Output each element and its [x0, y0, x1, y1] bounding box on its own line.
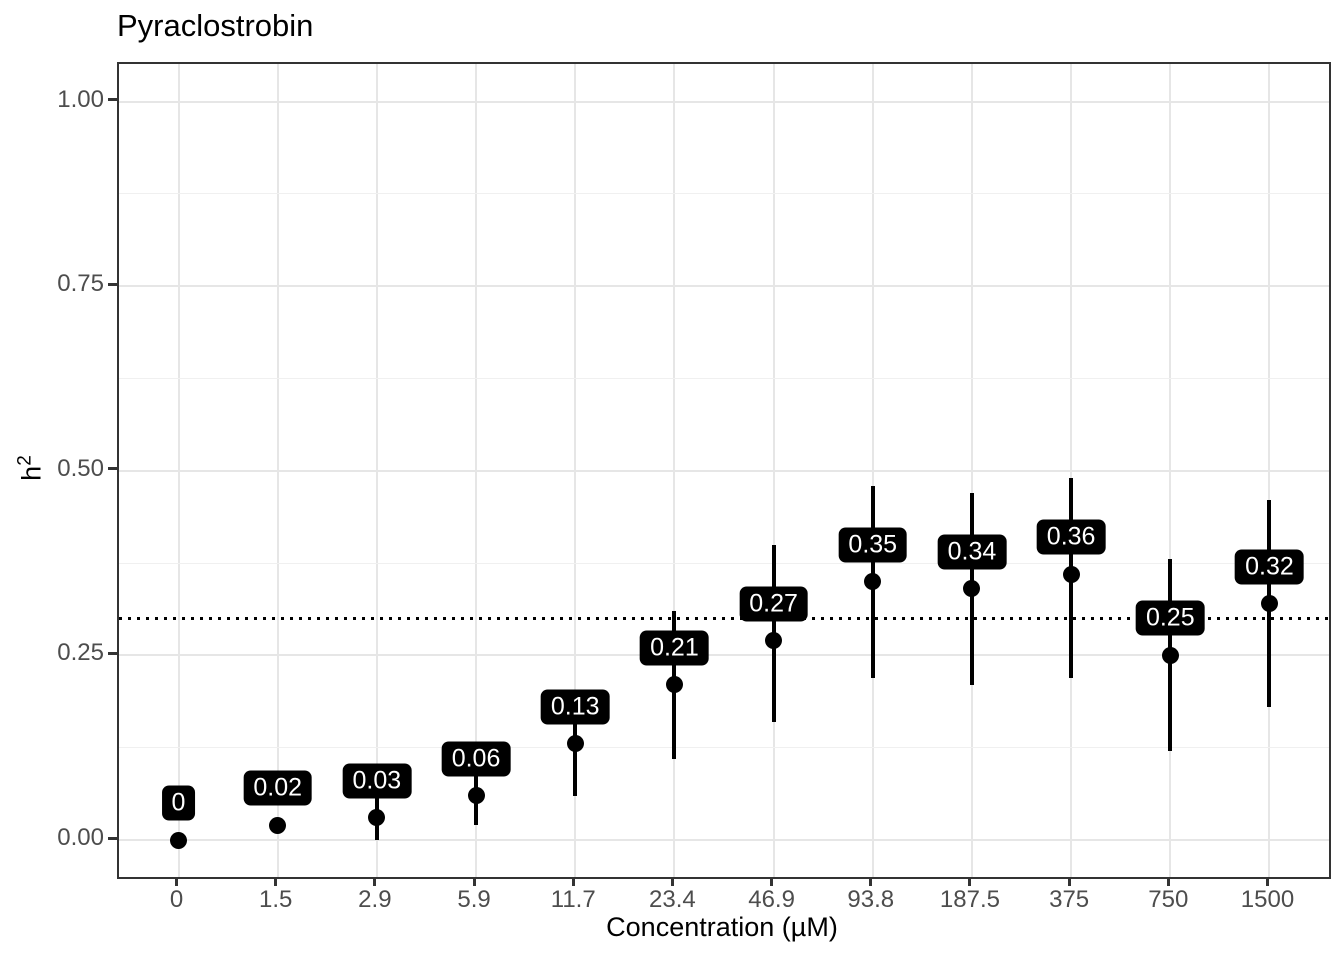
- data-point-label: 0.03: [342, 763, 412, 799]
- y-tick-label: 1.00: [57, 85, 104, 113]
- data-point-label: 0.35: [838, 527, 908, 563]
- y-tick-label: 0.00: [57, 824, 104, 851]
- data-point: [864, 573, 882, 591]
- grid-line-y-major: [119, 469, 1329, 472]
- data-point: [765, 632, 783, 650]
- x-tick: [274, 877, 278, 886]
- x-tick: [1067, 877, 1071, 886]
- grid-line-y-major: [119, 839, 1329, 841]
- x-tick-label: 46.9: [748, 886, 795, 913]
- x-axis-title: Concentration (µM): [606, 912, 838, 942]
- x-tick-label: 187.5: [939, 886, 1000, 913]
- data-point-label: 0.36: [1036, 519, 1106, 555]
- data-point: [1062, 565, 1080, 583]
- data-point: [467, 787, 485, 805]
- plot-panel: 0 0.02 0.03 0.06 0.13 0.21 0.27 0.35 0.34 0.36 0.2…: [117, 62, 1331, 879]
- x-tick: [968, 877, 972, 886]
- y-tick-label: 0.50: [57, 454, 104, 482]
- y-tick-label: 0.75: [57, 270, 104, 298]
- grid-line-y-minor: [119, 377, 1329, 379]
- data-point-label: 0.32: [1235, 549, 1304, 585]
- y-tick: [108, 282, 117, 286]
- data-point-label: 0.27: [739, 586, 808, 622]
- grid-line-y-minor: [119, 562, 1329, 564]
- data-point-label: 0: [161, 785, 196, 821]
- data-point-label: 0.02: [243, 770, 313, 806]
- x-tick: [373, 877, 377, 886]
- x-tick-label: 5.9: [457, 886, 491, 913]
- x-tick: [670, 877, 674, 886]
- data-point: [1161, 646, 1179, 664]
- y-tick: [108, 836, 117, 840]
- data-point: [170, 831, 187, 849]
- grid-line-y-minor: [119, 747, 1329, 749]
- grid-line-y-major: [119, 654, 1329, 657]
- grid-line-y-major: [119, 285, 1329, 288]
- y-tick-label: 0.25: [57, 639, 104, 667]
- data-point: [665, 676, 683, 694]
- x-tick-label: 375: [1049, 886, 1090, 913]
- x-tick-label: 11.7: [550, 886, 596, 913]
- reference-dotted-line: [119, 616, 1329, 620]
- data-point: [269, 816, 287, 834]
- x-tick-label: 2.9: [358, 886, 392, 913]
- data-point-label: 0.06: [441, 741, 511, 777]
- x-tick: [571, 877, 575, 886]
- y-tick: [108, 651, 117, 655]
- data-point-label: 0.25: [1135, 600, 1205, 636]
- x-tick: [175, 877, 178, 886]
- chart-title: Pyraclostrobin: [117, 8, 314, 43]
- x-tick: [770, 877, 774, 886]
- grid-line-y-major: [119, 100, 1329, 103]
- y-tick: [108, 98, 117, 101]
- data-point-label: 0.34: [937, 534, 1007, 570]
- x-tick-label: 750: [1148, 886, 1189, 913]
- grid-line-y-minor: [119, 193, 1329, 195]
- x-tick-label: 1.5: [259, 886, 293, 913]
- x-tick: [1166, 877, 1170, 886]
- x-tick: [1265, 877, 1269, 886]
- x-tick-label: 93.8: [847, 886, 895, 913]
- data-point: [368, 809, 386, 827]
- y-tick: [108, 467, 117, 471]
- x-tick: [472, 877, 476, 886]
- data-point: [1260, 595, 1278, 613]
- data-point: [566, 735, 584, 753]
- data-point: [963, 580, 981, 598]
- x-tick: [869, 877, 873, 886]
- x-tick-label: 23.4: [649, 886, 696, 913]
- x-tick-label: 0: [169, 886, 184, 913]
- x-tick-label: 1500: [1240, 886, 1295, 913]
- data-point-label: 0.21: [640, 630, 709, 666]
- data-point-label: 0.13: [540, 689, 610, 725]
